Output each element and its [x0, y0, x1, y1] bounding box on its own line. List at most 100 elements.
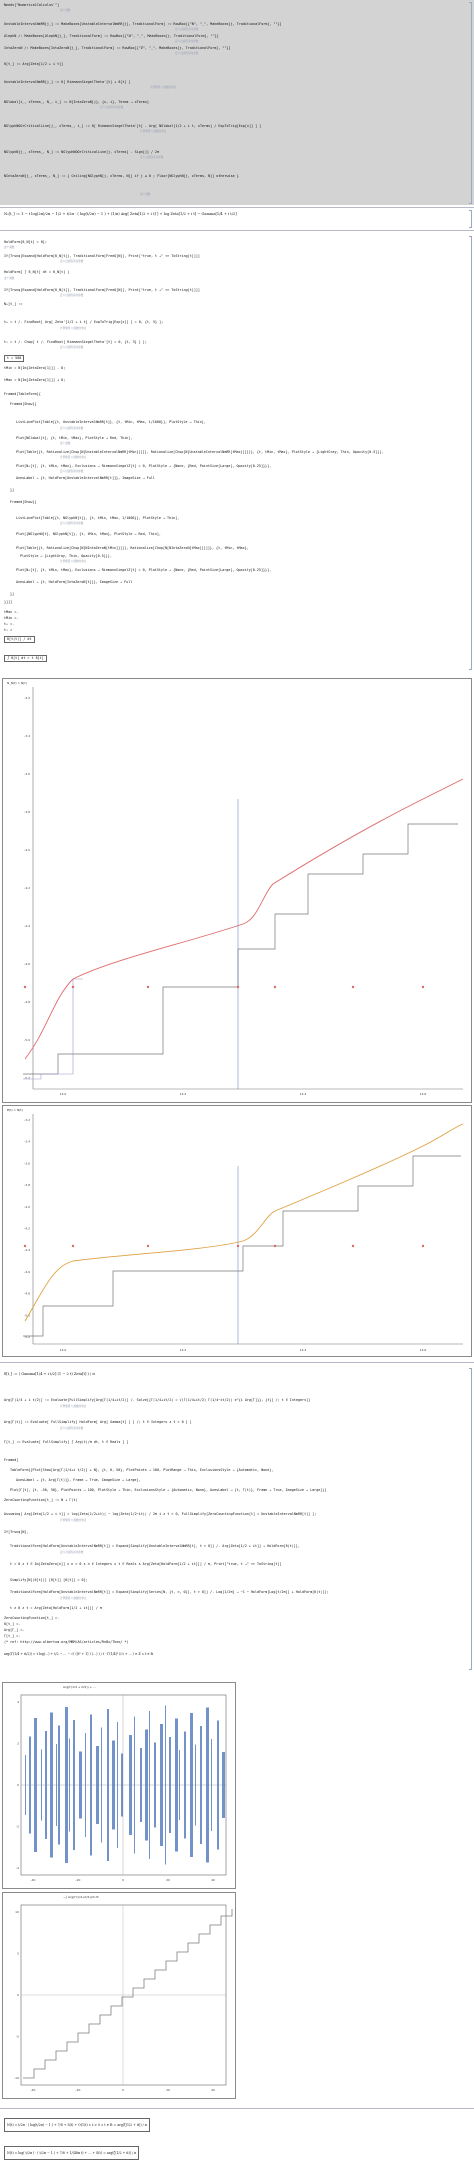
code-line[interactable]: TraditionalForm[HoldForm[UnstableInterva… — [10, 1544, 300, 1548]
def-line-3[interactable]: IntaZeroN /: MakeBoxes[IntaZeroN[j_], Tr… — [4, 46, 231, 50]
def-line-8[interactable]: NGlyphN[j_, xTerms_, N_] := NGlyphNOOrCr… — [4, 150, 160, 154]
code-line[interactable]: Plot[NGlobal[t], {t, tMin, tMax}, PlotSt… — [16, 436, 133, 440]
plot-2-orange-curve — [24, 1123, 464, 1322]
code-line[interactable]: t₁ = — [4, 628, 13, 632]
code-line[interactable]: If[Trunq[Expand[HoldForm[δ_N[t]], Tradit… — [4, 254, 200, 258]
cell-bracket[interactable] — [469, 1368, 472, 1670]
bar — [145, 1729, 148, 1841]
step-plot: -40 -20 0 20 40 10 5 0 -5 -10 — [14, 1904, 233, 2092]
note: 定义过滤程序的参数 — [60, 294, 84, 297]
code-line[interactable]: Arg[Γ(t)] := Evaluate[ FullSimplify[ Hol… — [4, 1420, 192, 1424]
code-line[interactable]: ZeroCountingFunction[t_] := N + Γ(t) — [4, 1498, 78, 1502]
def-line-5[interactable]: UnstableIntervalNmRR[j_] := δ[ RiemannSi… — [4, 80, 131, 84]
code-line[interactable]: AxesLabel → {t, Arg[Γ(t)]}, Frame → True… — [16, 1478, 141, 1482]
def-line-2[interactable]: AlephN /: MakeBoxes[AlephN[j_], Traditio… — [4, 34, 219, 38]
code-line[interactable]: PlotStyle → {LightGray, Thin, Opacity[0.… — [20, 554, 112, 558]
bar-plot-bars — [25, 1705, 225, 1865]
plot-1-frame[interactable]: N_N(t) ≈ N(t) 14.0 14.2 14.4 14.6 -3.2 -3.4-… — [2, 678, 472, 1103]
code-line[interactable]: TableForm[{Plot[Show[Arg[Γ(1/4+i t/2)] +… — [10, 1468, 274, 1472]
bottom-formula-2[interactable]: N(t) = log( t/2π ) · ( t/2π − 1 ) + 7/8 … — [4, 2146, 140, 2160]
bar-plot-frame[interactable]: Arg(Γ(1/4 + it/2)) + … -40 -20 0 20 40 4 2 0 -2… — [2, 1682, 236, 1889]
needs-line[interactable]: Needs["NumericalCalculus`"] — [4, 3, 60, 7]
code-line[interactable]: Framed[Show[{ — [10, 402, 37, 406]
note: 定义过滤程序的参数 — [175, 52, 199, 55]
code-line[interactable]: }] — [10, 488, 15, 492]
bar — [101, 1727, 102, 1843]
long-formula[interactable]: arg(Γ(1/4 + it/2)) = t log(…) + t/2 − … … — [4, 1652, 154, 1656]
def-line-9[interactable]: NIntaZeroN[j_, xTerms_, N_] := { Ceiling… — [4, 174, 239, 178]
code-line[interactable]: Plot[{NGlyphN[t], NGlyphN[t]}, {t, tMin,… — [16, 532, 161, 536]
def-line-4[interactable]: δ[t_] := Arg[Zeta[1/2 + i t]] — [4, 62, 64, 66]
code-line[interactable]: Arg[Γ(1/4 + i t/2)] := Evaluate[FullSimp… — [4, 1398, 311, 1402]
code-line[interactable]: tMin = N[Im[ZetaZero[1]]] - 8; — [4, 366, 66, 370]
def-line-7[interactable]: NGlyphNOOrCriticalLine[j_, xTerms_, i_] … — [4, 124, 262, 128]
code-line[interactable]: AxesLabel → {t, HoldForm[IntaZeroN[t]]},… — [16, 580, 133, 584]
code-line[interactable]: (* ref: http://www.albertum.org/MBM/AS/a… — [4, 1640, 129, 1644]
code-line[interactable]: Assuming[ Arg[Zeta[1/2 + i t]] = log|Zet… — [4, 1512, 317, 1516]
bar-plot: -40 -20 0 20 40 420-2-4 — [16, 1694, 227, 1882]
code-line[interactable]: If[Trunq[Expand[HoldForm[δ_N[t]], Tradit… — [4, 288, 200, 292]
cell-separator — [0, 207, 474, 208]
x-tick-label: 0 — [122, 2088, 124, 2092]
code-line[interactable]: t = 0 ∧ t ∈ Im[ZetaZero[n]] ∧ n > 0 ∧ n … — [10, 1562, 282, 1566]
cell-bracket[interactable] — [469, 236, 472, 670]
code-line[interactable]: Framed[ — [4, 1458, 19, 1462]
y-tick-label: -4.4 — [24, 924, 30, 928]
code-line[interactable]: tMax = N[Im[ZetaZero[1]]] + 8; — [4, 378, 66, 382]
code-line[interactable]: ListLinePlot[Table[{t, UnstableIntervalN… — [16, 420, 206, 424]
code-line[interactable]: ZeroCountingFunction[t_] =. — [4, 1616, 60, 1620]
code-line[interactable]: Γ[t_] := Evaluate[ FullSimplify[ ∫ Arg(t… — [4, 1440, 129, 1444]
code-line[interactable]: t₀ =. — [4, 622, 15, 626]
code-line[interactable]: tMax =. — [4, 610, 19, 614]
y-tick-label: 10 — [15, 1910, 19, 1914]
code-line[interactable]: ListLinePlot[Table[{t, NGlyphN[t]}, {t, … — [16, 516, 180, 520]
code-line[interactable]: }]]] — [4, 600, 13, 604]
y-tick-label: 5 — [17, 1952, 19, 1956]
cell-bracket[interactable] — [469, 2, 472, 204]
lower-formula[interactable]: δ[t_] := ( Gamma[1/4 + i t/2] (1 − 2 t) … — [4, 1372, 95, 1376]
y-tick-label: -3.8 — [24, 810, 30, 814]
code-line[interactable]: Arg[Γ_] =. — [4, 1628, 25, 1632]
code-line[interactable]: tMin =. — [4, 616, 19, 620]
note: 定义过滤程序的参数 — [60, 1551, 84, 1554]
t-value-box[interactable]: t = 500 — [4, 355, 25, 362]
code-line[interactable]: N₀[t_] := — [4, 302, 23, 306]
code-line[interactable]: t₀ = t /. FindRoot[ Arg[ Zeta'[1/2 + i t… — [4, 320, 164, 324]
frac-box[interactable]: δ[t(t)] / dt — [4, 636, 35, 643]
code-line[interactable]: Plot[Table[{t, Rationalize[Chop[N[Unstab… — [16, 450, 384, 454]
code-line[interactable]: If[Trunq[N], — [4, 1530, 29, 1534]
y-tick-label: -4.0 — [24, 848, 30, 852]
code-line[interactable]: δ[t_] =. — [4, 1622, 21, 1626]
code-line[interactable]: HoldForm[δ_N[t] = 0]; — [4, 240, 47, 244]
code-line[interactable]: Plot[Γ[t], {t, -50, 50}, PlotPoints → 10… — [10, 1488, 327, 1492]
code-line[interactable]: HoldForm[ ∫ δ_N[t] dt = δ_N[t] ] — [4, 270, 70, 274]
bar — [149, 1711, 150, 1859]
plot-2-frame[interactable]: Ƶ(t) ≈ N(t) 14.0 14.2 14.4 14.6 -3.2 -3.4 -3.… — [2, 1105, 472, 1357]
bar — [195, 1744, 196, 1826]
code-line[interactable]: }] — [10, 592, 15, 596]
code-line[interactable]: Framed[TableForm[{ — [4, 392, 41, 396]
plot-1-axis-label: N_N(t) ≈ N(t) — [7, 681, 27, 685]
main-formula[interactable]: N₀[t_] := 1 − t log(2π)/2π − 1/2 + t/2π … — [4, 212, 237, 216]
bottom-formula-1[interactable]: N(t) = t/2π · ( log(t/2π) − 1 ) + 7/8 + … — [4, 2118, 150, 2132]
definitions-panel — [0, 0, 474, 205]
code-line[interactable]: t₁ = t /. Chop[ t /. FindRoot[ RiemannSi… — [4, 340, 147, 344]
code-line[interactable]: Plot[N₀[t], {t, tMin, tMax}, Exclusions … — [16, 568, 272, 572]
step-plot-frame[interactable]: −∫ Arg(Γ(1/4+it/2))/π dt -40 -20 0 20 40 10 5… — [2, 1892, 236, 2099]
integral-box[interactable]: ∫ δ[t] dt = t δ[t] — [4, 655, 47, 662]
def-line-1[interactable]: UnstableIntervalNmRR[j_] := MakeBoxes[Un… — [4, 22, 282, 26]
def-line-6[interactable]: NGlobal[i_, xTerms_, N_, i_] := N[IntaZe… — [4, 100, 149, 104]
code-line[interactable]: Plot[N₀[t], {t, tMin, tMax}, Exclusions … — [16, 464, 272, 468]
code-line[interactable]: Framed[Show[{ — [10, 500, 37, 504]
bar — [73, 1720, 75, 1850]
code-line[interactable]: Simplify[N[(δ[t])] [δ[t]] [δ[t]] = 0]; — [10, 1578, 88, 1582]
code-line[interactable]: AxesLabel → {t, HoldForm[UnstableInterva… — [16, 476, 155, 480]
code-line[interactable]: TraditionalForm[HoldForm[UnstableInterva… — [10, 1590, 329, 1594]
plot-1-step-series-secondary — [23, 978, 83, 1080]
cell-bracket[interactable] — [469, 210, 472, 228]
note: 计算黎曼 ζ 函数的零点 — [60, 1597, 87, 1600]
note: 定义过滤程序的参数 — [60, 470, 84, 473]
code-line[interactable]: Plot[Table[{t, Rationalize[Chop[N[NIntaZ… — [16, 546, 249, 550]
code-line[interactable]: t ≠ 0 ∧ t = Arg[Zeta[HoldForm[1/2 + it]]… — [10, 1606, 102, 1610]
code-line[interactable]: Γ[t_] =. — [4, 1634, 21, 1638]
